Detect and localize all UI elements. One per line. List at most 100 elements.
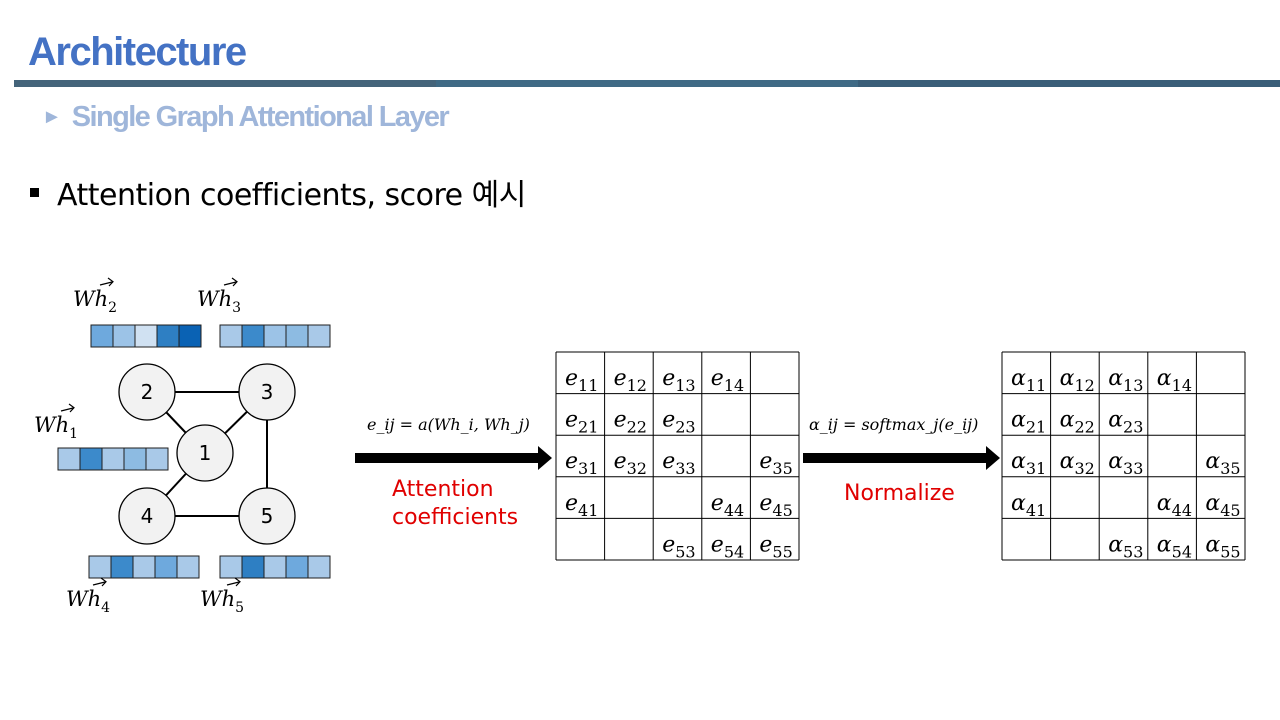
- feature-cell: [132, 555, 156, 579]
- arrow-attention: [355, 453, 540, 463]
- feature-cell: [219, 555, 243, 579]
- arrow-normalize-head: [986, 446, 1000, 470]
- graph-node: [238, 487, 296, 545]
- matrix-e-cell: e32: [614, 449, 647, 478]
- feature-cell: [134, 324, 158, 348]
- vector-arrow-icon: [226, 581, 240, 586]
- matrix-alpha-cell: α31: [1011, 449, 1046, 478]
- graph-node-label: 2: [141, 380, 154, 404]
- vector-arrow-head-icon: [231, 277, 238, 287]
- vector-arrow-icon: [60, 407, 74, 412]
- graph-node: [176, 424, 234, 482]
- matrix-e-cell: e44: [711, 491, 744, 520]
- feature-cell: [154, 555, 178, 579]
- graph-node: [118, 363, 176, 421]
- graph-node: [238, 363, 296, 421]
- feature-cell: [123, 447, 147, 471]
- feature-cell: [101, 447, 125, 471]
- feature-cell: [112, 324, 136, 348]
- matrix-e-cell: e12: [614, 366, 647, 395]
- matrix-e-cell: e33: [662, 449, 695, 478]
- feature-label: Wh5: [200, 587, 244, 616]
- feature-cell: [90, 324, 114, 348]
- page-title: Architecture: [28, 30, 247, 74]
- feature-cell: [241, 324, 265, 348]
- square-bullet-icon: [30, 187, 39, 197]
- feature-cell: [263, 324, 287, 348]
- matrix-e-cell: e23: [662, 408, 695, 437]
- formula-softmax: α_ij = softmax_j(e_ij): [809, 415, 978, 434]
- feature-label: Wh2: [73, 287, 117, 316]
- label-normalize: Normalize: [844, 481, 955, 506]
- graph-node-label: 4: [141, 504, 154, 528]
- matrix-e-cell: e21: [565, 408, 598, 437]
- feature-cell: [307, 555, 331, 579]
- formula-attention: e_ij = a(Wh_i, Wh_j): [367, 415, 530, 434]
- title-underline: [14, 80, 1280, 87]
- feature-cell: [145, 447, 169, 471]
- feature-cell: [156, 324, 180, 348]
- feature-cell: [285, 555, 309, 579]
- arrow-attention-head: [538, 446, 552, 470]
- feature-cell: [263, 555, 287, 579]
- graph-node-label: 3: [261, 380, 274, 404]
- feature-cell: [88, 555, 112, 579]
- vector-arrow-icon: [99, 281, 113, 286]
- matrix-alpha-cell: α35: [1205, 449, 1240, 478]
- matrix-e-cell: e11: [565, 366, 598, 395]
- feature-cell: [178, 324, 202, 348]
- matrix-alpha-cell: α12: [1060, 366, 1095, 395]
- feature-label: Wh4: [66, 587, 110, 616]
- bullet-point: Attention coefficients, score 예시: [30, 170, 526, 214]
- matrix-e-cell: e55: [759, 532, 792, 561]
- matrix-alpha-cell: α11: [1011, 366, 1046, 395]
- vector-arrow-head-icon: [107, 277, 114, 287]
- feature-cell: [307, 324, 331, 348]
- matrix-alpha-cell: α41: [1011, 491, 1046, 520]
- matrix-e-cell: e31: [565, 449, 598, 478]
- matrix-e-cell: e22: [614, 408, 647, 437]
- matrix-alpha-cell: α53: [1108, 532, 1143, 561]
- matrix-alpha-cell: α14: [1157, 366, 1192, 395]
- vector-arrow-head-icon: [234, 577, 241, 587]
- triangle-bullet-icon: ►: [42, 106, 62, 128]
- vector-arrow-head-icon: [68, 403, 75, 413]
- matrix-alpha-cell: α44: [1157, 491, 1192, 520]
- feature-label: Wh1: [34, 413, 78, 442]
- feature-cell: [285, 324, 309, 348]
- vector-arrow-head-icon: [100, 577, 107, 587]
- subtitle-text: Single Graph Attentional Layer: [71, 101, 450, 133]
- matrix-alpha-cell: α23: [1108, 408, 1143, 437]
- matrix-e-cell: e14: [711, 366, 744, 395]
- feature-cell: [79, 447, 103, 471]
- feature-cell: [110, 555, 134, 579]
- matrix-e-cell: e35: [759, 449, 792, 478]
- section-subtitle: ► Single Graph Attentional Layer: [42, 101, 450, 134]
- matrix-alpha-cell: α33: [1108, 449, 1143, 478]
- feature-cell: [241, 555, 265, 579]
- graph-node-label: 1: [199, 441, 212, 465]
- matrix-e-cell: e13: [662, 366, 695, 395]
- arrow-normalize: [803, 453, 988, 463]
- matrix-alpha-cell: α13: [1108, 366, 1143, 395]
- matrix-e-cell: e53: [662, 532, 695, 561]
- matrix-alpha-cell: α54: [1157, 532, 1192, 561]
- vector-arrow-icon: [92, 581, 106, 586]
- label-attention-coefficients: Attention: [392, 477, 494, 502]
- label-attention-coefficients: coefficients: [392, 505, 518, 530]
- matrix-alpha-cell: α22: [1060, 408, 1095, 437]
- feature-cell: [57, 447, 81, 471]
- bullet-text: Attention coefficients, score 예시: [57, 178, 526, 213]
- matrix-e-cell: e54: [711, 532, 744, 561]
- matrix-alpha-cell: α32: [1060, 449, 1095, 478]
- feature-label: Wh3: [197, 287, 241, 316]
- matrix-e-cell: e45: [759, 491, 792, 520]
- matrix-alpha-cell: α45: [1205, 491, 1240, 520]
- matrix-alpha-cell: α55: [1205, 532, 1240, 561]
- feature-cell: [219, 324, 243, 348]
- graph-node: [118, 487, 176, 545]
- feature-cell: [176, 555, 200, 579]
- matrix-e-cell: e41: [565, 491, 598, 520]
- vector-arrow-icon: [223, 281, 237, 286]
